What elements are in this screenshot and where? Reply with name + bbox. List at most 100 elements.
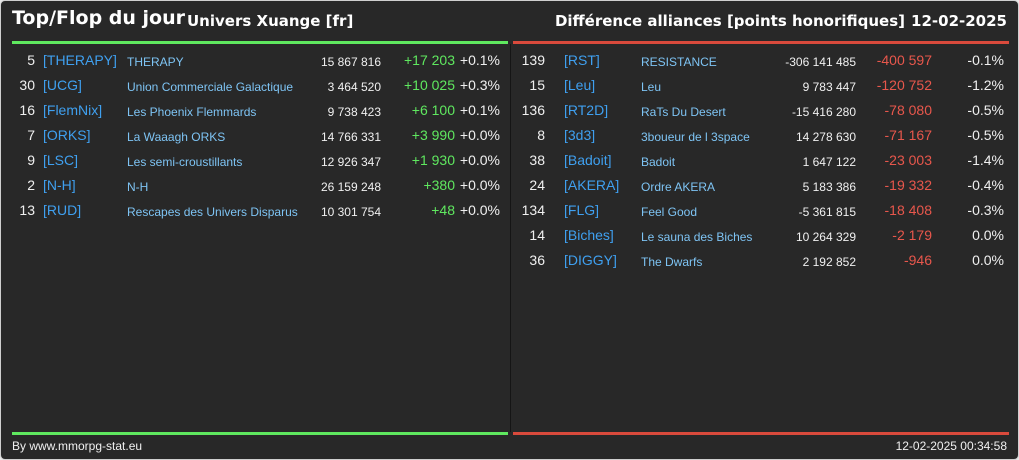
alliance-name[interactable]: Badoit [641, 155, 676, 169]
list-item: 7 [ORKS] La Waaagh ORKS 14 766 331 +3 990 +0.… [1, 124, 510, 149]
list-item: 30 [UCG] Union Commerciale Galactique 3 464… [1, 74, 510, 99]
points-value: 15 867 816 [320, 55, 381, 69]
percent-value: -1.2% [967, 77, 1004, 93]
list-item: 24 [AKERA] Ordre AKERA 5 183 386 -19 332 -0.4… [511, 174, 1018, 199]
list-item: 16 [FlemNix] Les Phoenix Flemmards 9 738 42… [1, 99, 510, 124]
alliance-name[interactable]: Les Phoenix Flemmards [127, 105, 257, 119]
top-accent-bar [12, 41, 508, 44]
difference-value: -23 003 [884, 152, 932, 168]
percent-value: -0.1% [967, 52, 1004, 68]
list-item: 15 [Leu] Leu 9 783 447 -120 752 -1.2% [511, 74, 1018, 99]
list-item: 134 [FLG] Feel Good -5 361 815 -18 408 -0.3% [511, 199, 1018, 224]
alliance-name[interactable]: THERAPY [127, 55, 184, 69]
generated-timestamp: 12-02-2025 00:34:58 [895, 439, 1007, 453]
alliance-tag[interactable]: [RST] [564, 52, 600, 68]
percent-value: 0.0% [972, 227, 1004, 243]
alliance-name[interactable]: RaTs Du Desert [641, 105, 726, 119]
alliance-tag[interactable]: [ORKS] [43, 127, 91, 143]
difference-value: -18 408 [884, 202, 932, 218]
difference-value: -71 167 [884, 127, 932, 143]
alliance-tag[interactable]: [DIGGY] [564, 252, 617, 268]
alliance-tag[interactable]: [RT2D] [564, 102, 609, 118]
difference-value: +48 [431, 202, 455, 218]
difference-value: +6 100 [411, 102, 455, 118]
alliance-name[interactable]: Le sauna des Biches [641, 230, 753, 244]
alliance-name[interactable]: Feel Good [641, 205, 698, 219]
rank-value: 24 [529, 177, 545, 193]
percent-value: -0.5% [967, 102, 1004, 118]
alliance-tag[interactable]: [Badoit] [564, 152, 612, 168]
points-value: 14 766 331 [320, 130, 381, 144]
alliance-name[interactable]: Rescapes des Univers Disparus [127, 205, 298, 219]
rank-value: 13 [19, 202, 35, 218]
alliance-name[interactable]: The Dwarfs [641, 255, 703, 269]
category-label: Différence alliances [points honorifique… [554, 12, 905, 30]
difference-value: -2 179 [892, 227, 932, 243]
alliance-tag[interactable]: [UCG] [43, 77, 82, 93]
difference-value: -78 080 [884, 102, 932, 118]
points-value: 10 301 754 [320, 205, 381, 219]
rank-value: 8 [537, 127, 545, 143]
rank-value: 30 [19, 77, 35, 93]
alliance-name[interactable]: La Waaagh ORKS [127, 130, 226, 144]
rank-value: 9 [27, 152, 35, 168]
alliance-tag[interactable]: [LSC] [43, 152, 79, 168]
percent-value: +0.1% [459, 102, 500, 118]
list-item: 13 [RUD] Rescapes des Univers Disparus 10 3… [1, 199, 510, 224]
percent-value: 0.0% [972, 252, 1004, 268]
points-value: 14 278 630 [795, 130, 856, 144]
alliance-name[interactable]: Leu [641, 80, 662, 94]
alliance-name[interactable]: Ordre AKERA [641, 180, 716, 194]
percent-value: -0.4% [967, 177, 1004, 193]
rank-value: 36 [529, 252, 545, 268]
alliance-name[interactable]: N-H [127, 180, 149, 194]
alliance-tag[interactable]: [3d3] [564, 127, 596, 143]
list-item: 5 [THERAPY] THERAPY 15 867 816 +17 203 +0.1% [1, 49, 510, 74]
points-value: 3 464 520 [327, 80, 381, 94]
percent-value: +0.0% [459, 127, 500, 143]
points-value: 26 159 248 [320, 180, 381, 194]
difference-value: +10 025 [404, 77, 455, 93]
rank-value: 136 [521, 102, 545, 118]
points-value: 9 783 447 [802, 80, 856, 94]
difference-value: +1 930 [411, 152, 455, 168]
list-item: 14 [Biches] Le sauna des Biches 10 264 329 -… [511, 224, 1018, 249]
alliance-tag[interactable]: [RUD] [43, 202, 82, 218]
difference-value: +3 990 [411, 127, 455, 143]
date-label: 12-02-2025 [911, 12, 1007, 30]
alliance-name[interactable]: Les semi-croustillants [127, 155, 243, 169]
difference-value: +380 [423, 177, 455, 193]
alliance-tag[interactable]: [Leu] [564, 77, 596, 93]
credit-link[interactable]: By www.mmorpg-stat.eu [12, 439, 143, 453]
alliance-name[interactable]: Union Commerciale Galactique [127, 80, 294, 94]
alliance-name[interactable]: 3boueur de l 3space [641, 130, 750, 144]
rank-value: 7 [27, 127, 35, 143]
percent-value: +0.0% [459, 152, 500, 168]
top-list: 5 [THERAPY] THERAPY 15 867 816 +17 203 +0.1% 3… [1, 49, 510, 224]
alliance-tag[interactable]: [Biches] [564, 227, 614, 243]
alliance-tag[interactable]: [FLG] [564, 202, 600, 218]
alliance-tag[interactable]: [N-H] [43, 177, 76, 193]
points-value: 10 264 329 [795, 230, 856, 244]
points-value: -306 141 485 [785, 55, 856, 69]
rank-value: 2 [27, 177, 35, 193]
alliance-tag[interactable]: [AKERA] [564, 177, 620, 193]
points-value: 9 738 423 [327, 105, 381, 119]
percent-value: +0.3% [459, 77, 500, 93]
alliance-tag[interactable]: [FlemNix] [43, 102, 103, 118]
points-value: 2 192 852 [802, 255, 856, 269]
list-item: 136 [RT2D] RaTs Du Desert -15 416 280 -78 08… [511, 99, 1018, 124]
percent-value: -1.4% [967, 152, 1004, 168]
top-bottom-bar [12, 432, 508, 435]
list-item: 9 [LSC] Les semi-croustillants 12 926 347 +1… [1, 149, 510, 174]
alliance-name[interactable]: RESISTANCE [641, 55, 717, 69]
percent-value: +0.1% [459, 52, 500, 68]
points-value: 5 183 386 [802, 180, 856, 194]
flop-list: 139 [RST] RESISTANCE -306 141 485 -400 597 -0… [511, 49, 1018, 274]
difference-value: -946 [903, 252, 932, 268]
percent-value: -0.3% [967, 202, 1004, 218]
universe-label: Univers Xuange [fr] [187, 12, 354, 30]
alliance-tag[interactable]: [THERAPY] [43, 52, 117, 68]
difference-value: -120 752 [876, 77, 932, 93]
